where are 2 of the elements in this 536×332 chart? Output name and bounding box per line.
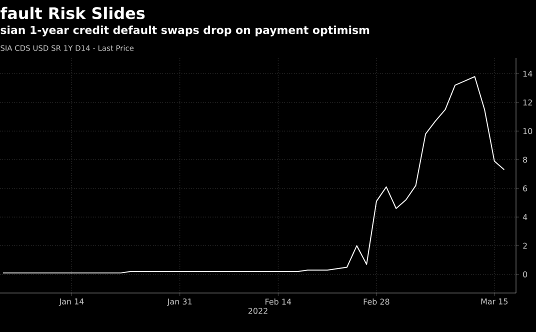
chart-title: fault Risk Slides: [0, 6, 145, 20]
chart-subtitle: sian 1-year credit default swaps drop on payment optimism: [0, 26, 370, 36]
